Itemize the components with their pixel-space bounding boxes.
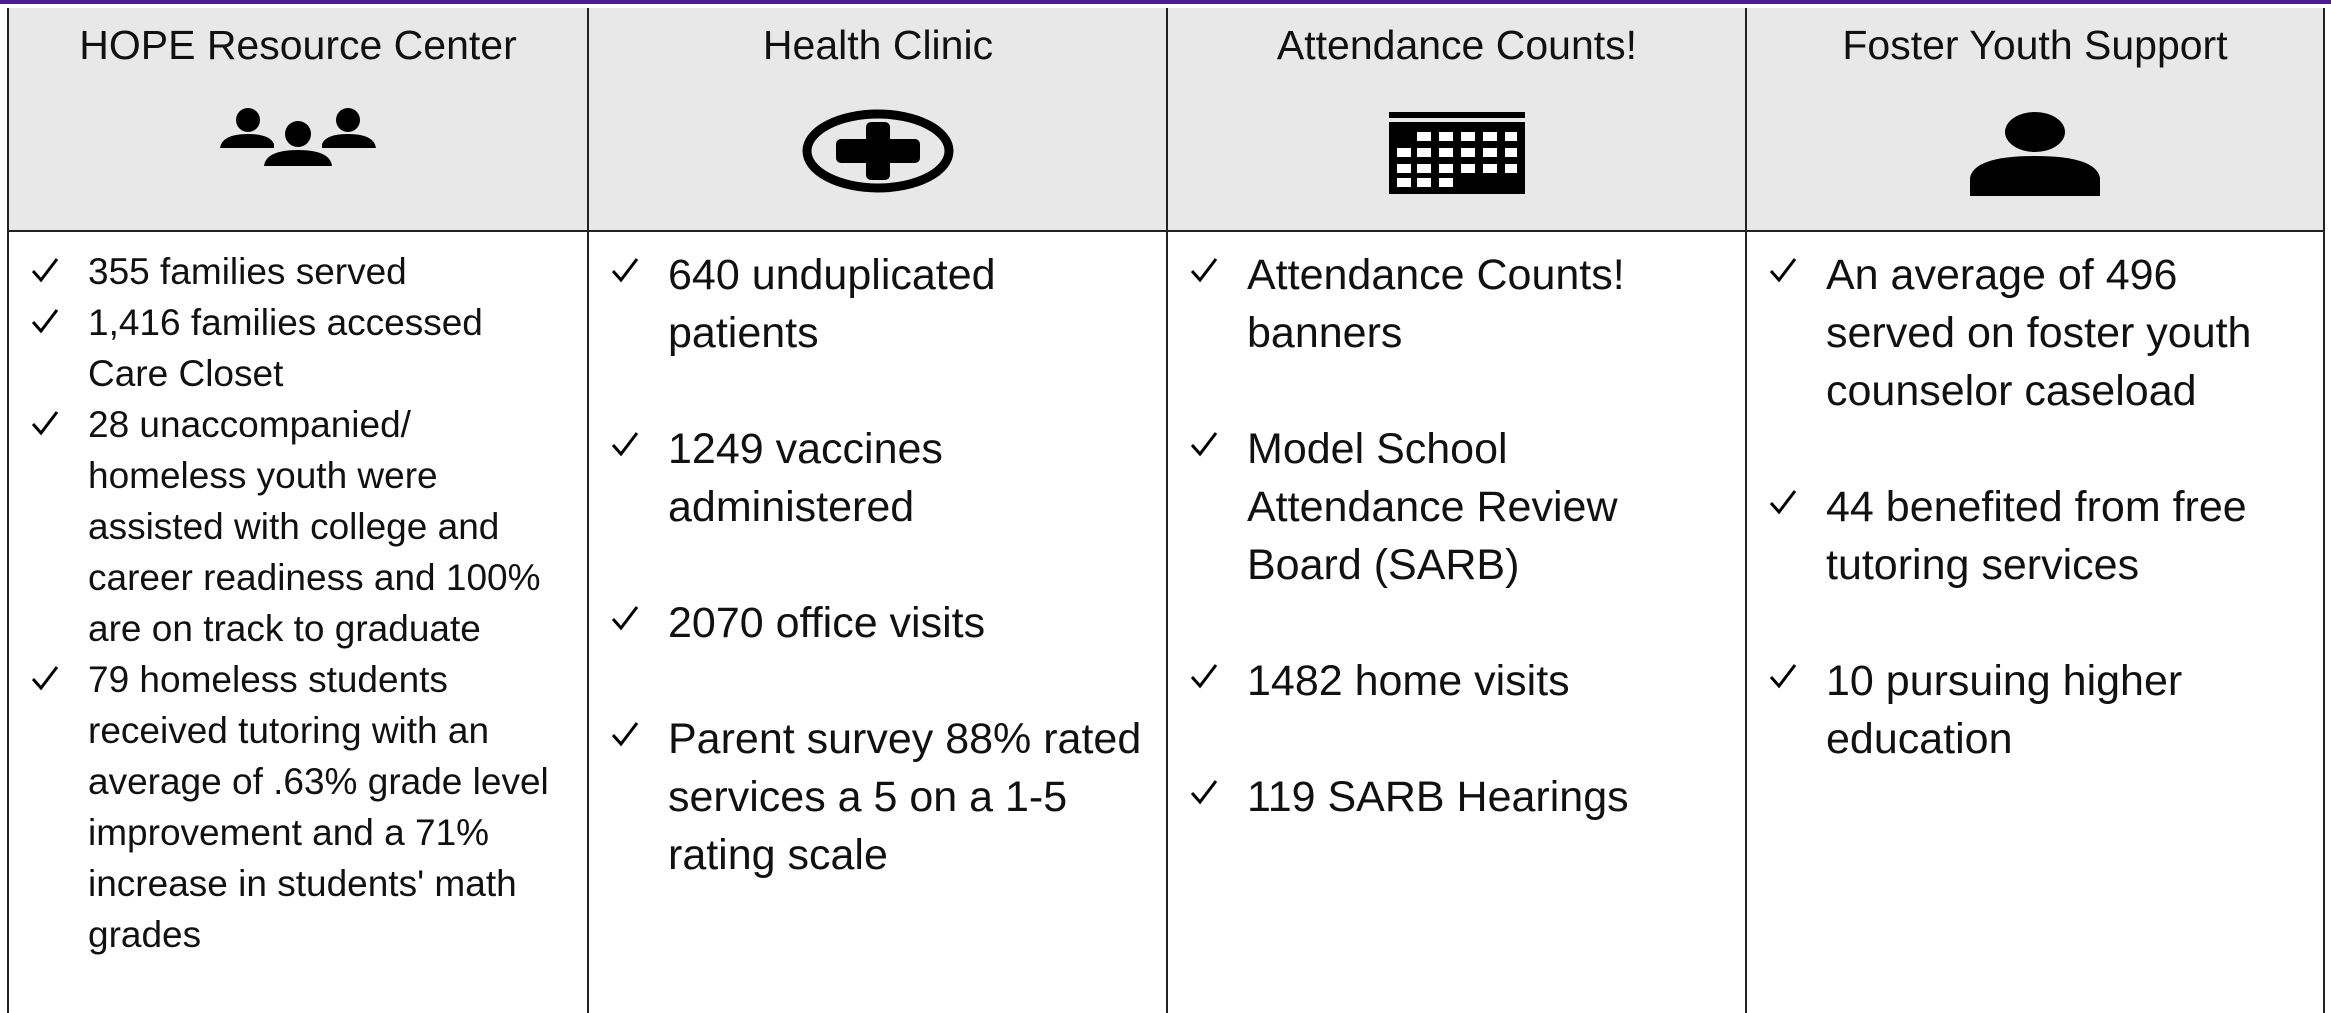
item-text: 119 SARB Hearings — [1247, 773, 1629, 821]
column: HOPE Resource Center 355 families served… — [7, 8, 587, 1013]
column-title: Foster Youth Support — [1842, 22, 2228, 68]
calendar-icon — [1389, 112, 1525, 194]
check-mark — [1190, 432, 1218, 457]
item-text: 355 families served — [88, 251, 407, 292]
list-item: 10 pursuing higher education — [1747, 652, 2309, 768]
column-header: HOPE Resource Center — [9, 8, 587, 232]
check-mark — [611, 722, 639, 747]
column-title: Attendance Counts! — [1276, 22, 1638, 68]
check-mark — [1190, 780, 1218, 805]
check-mark — [31, 411, 59, 436]
item-text: 44 benefited from free tutoring services — [1826, 483, 2259, 589]
item-text: 1,416 families accessed Care Closet — [88, 302, 494, 394]
item-text: Model School Attendance Review Board (SA… — [1247, 425, 1630, 589]
item-text: 28 unaccompanied/ homeless youth were as… — [88, 404, 551, 649]
item-list: 640 unduplicated patients 1249 vaccines a… — [589, 232, 1167, 884]
list-item: Attendance Counts! banners — [1168, 246, 1732, 362]
clinic-icon — [802, 109, 954, 193]
check-mark — [611, 258, 639, 283]
check-mark — [1769, 664, 1797, 689]
list-item: 1249 vaccines administered — [589, 420, 1153, 536]
column-header: Foster Youth Support — [1747, 8, 2323, 232]
list-item: An average of 496 served on foster youth… — [1747, 246, 2309, 420]
item-text: Parent survey 88% rated services a 5 on … — [668, 715, 1154, 879]
column-header: Attendance Counts! — [1168, 8, 1746, 232]
item-text: 640 unduplicated patients — [668, 251, 1008, 357]
list-item: 2070 office visits — [589, 594, 1153, 652]
item-list: An average of 496 served on foster youth… — [1747, 232, 2323, 768]
item-text: 10 pursuing higher education — [1826, 657, 2195, 763]
item-text: An average of 496 served on foster youth… — [1826, 251, 2264, 415]
item-list: 355 families served 1,416 families access… — [9, 232, 587, 960]
column-header: Health Clinic — [589, 8, 1167, 232]
list-item: 1,416 families accessed Care Closet — [9, 297, 573, 399]
check-mark — [31, 666, 59, 691]
person-icon — [1970, 112, 2100, 196]
check-mark — [31, 258, 59, 283]
column: Health Clinic 640 unduplicated patients 1… — [587, 8, 1167, 1013]
list-item: 355 families served — [9, 246, 573, 297]
list-item: 44 benefited from free tutoring services — [1747, 478, 2309, 594]
list-item: Parent survey 88% rated services a 5 on … — [589, 710, 1153, 884]
check-mark — [611, 606, 639, 631]
check-mark — [1769, 258, 1797, 283]
list-item: 79 homeless students received tutoring w… — [9, 654, 573, 960]
item-text: Attendance Counts! banners — [1247, 251, 1649, 357]
item-text: 79 homeless students received tutoring w… — [88, 659, 560, 955]
column: Attendance Counts! Attendance Counts! ba… — [1166, 8, 1746, 1013]
column-title: Health Clinic — [762, 22, 994, 68]
list-item: 28 unaccompanied/ homeless youth were as… — [9, 399, 573, 654]
item-text: 1482 home visits — [1247, 657, 1570, 705]
item-list: Attendance Counts! banners Model School A… — [1168, 232, 1746, 826]
check-mark — [611, 432, 639, 457]
column: Foster Youth Support An average of 496 s… — [1745, 8, 2325, 1013]
list-item: 119 SARB Hearings — [1168, 768, 1732, 826]
list-item: Model School Attendance Review Board (SA… — [1168, 420, 1732, 594]
check-mark — [31, 309, 59, 334]
check-mark — [1190, 258, 1218, 283]
column-title: HOPE Resource Center — [79, 22, 517, 68]
check-mark — [1769, 490, 1797, 515]
check-mark — [1190, 664, 1218, 689]
item-text: 2070 office visits — [668, 599, 986, 647]
item-text: 1249 vaccines administered — [668, 425, 955, 531]
people-icon — [220, 108, 376, 166]
list-item: 1482 home visits — [1168, 652, 1732, 710]
list-item: 640 unduplicated patients — [589, 246, 1153, 362]
